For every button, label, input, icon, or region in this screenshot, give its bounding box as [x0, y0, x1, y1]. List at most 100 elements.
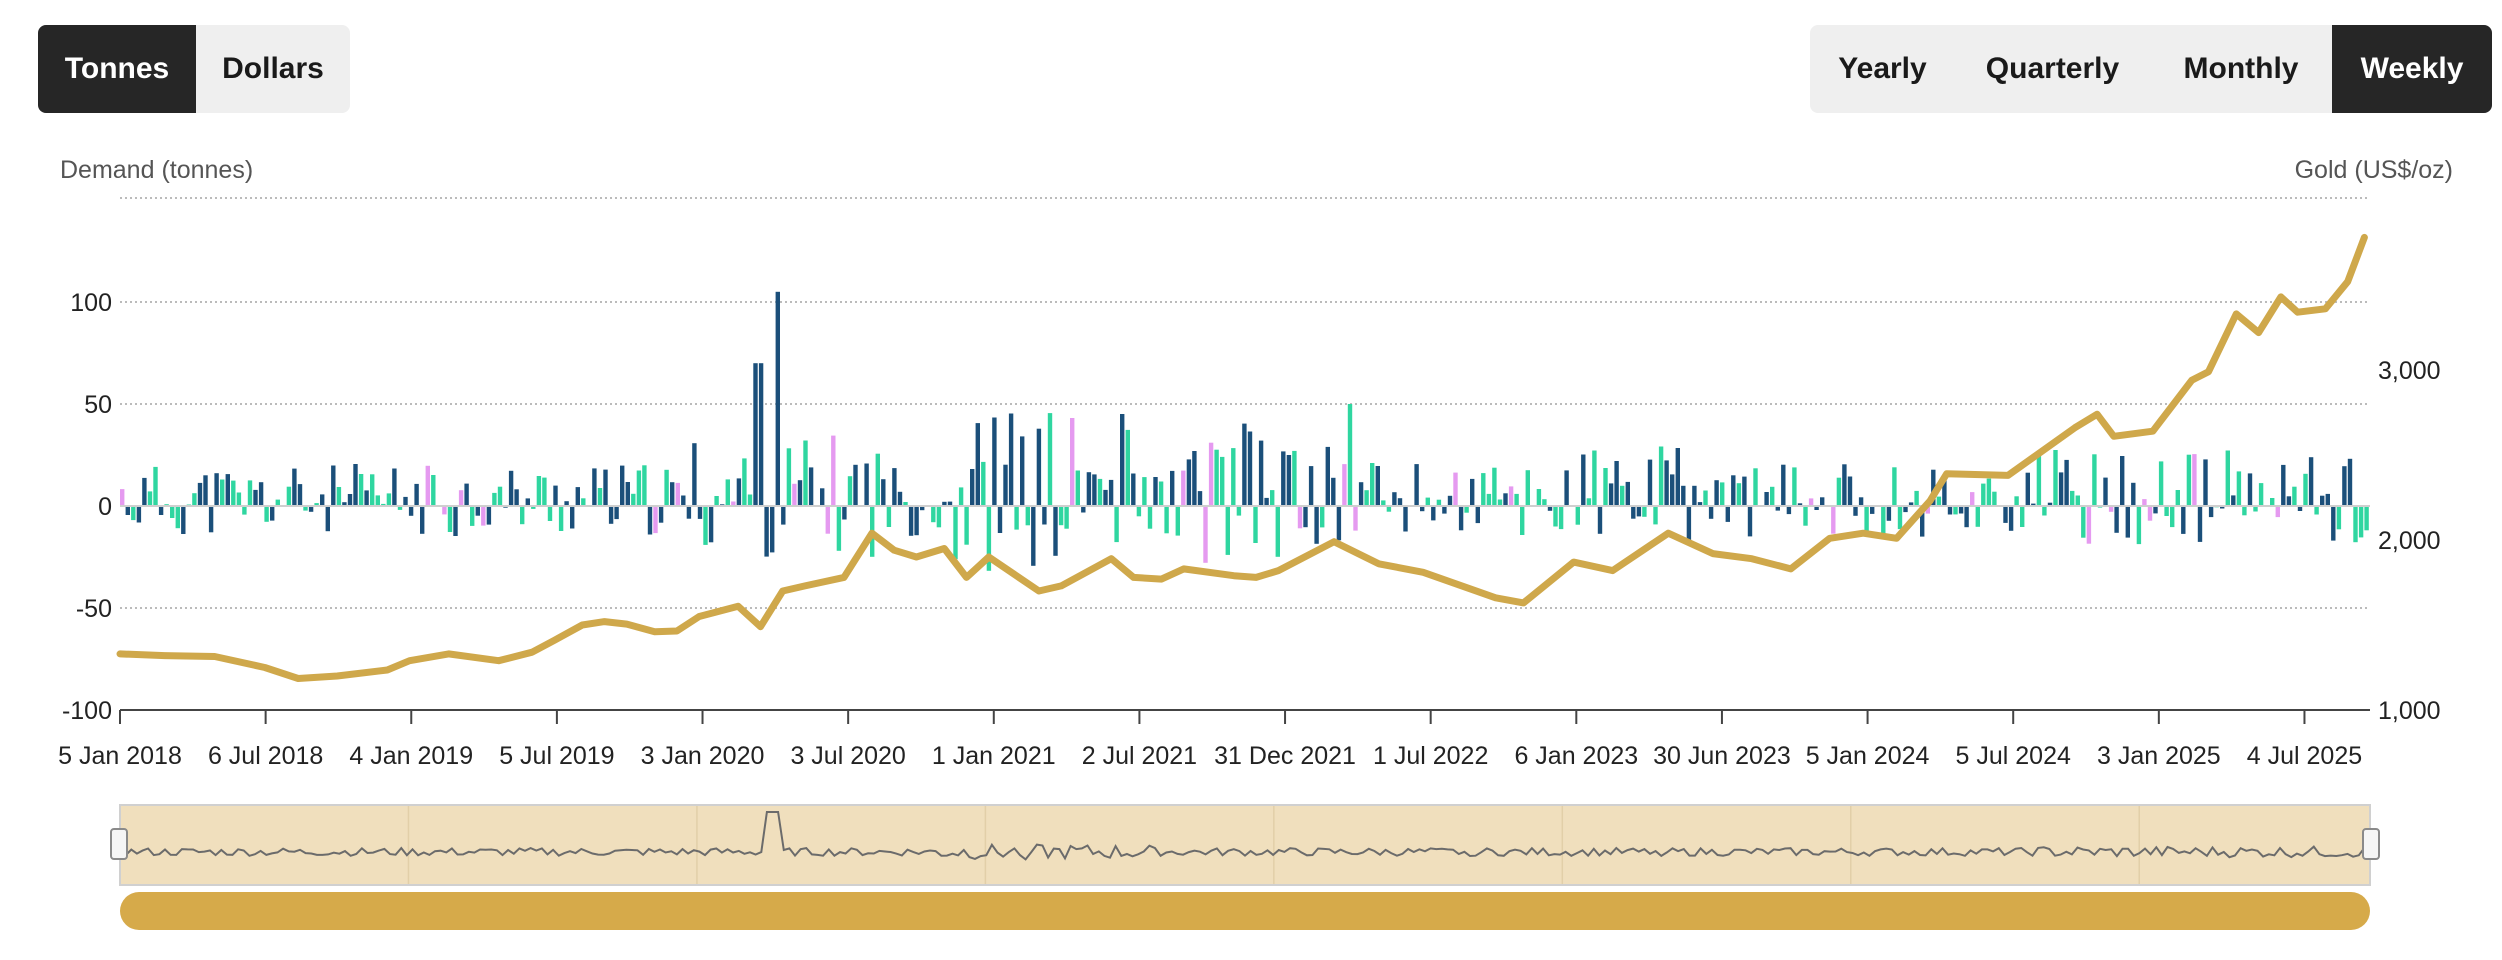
- dollars-button[interactable]: Dollars: [222, 52, 324, 85]
- demand-bar: [936, 506, 942, 528]
- demand-bar: [792, 483, 797, 506]
- demand-bar: [2047, 502, 2053, 506]
- demand-bar: [775, 291, 780, 506]
- demand-bar: [1342, 464, 1347, 506]
- demand-bar: [2014, 496, 2019, 506]
- demand-bar: [1836, 477, 1842, 506]
- demand-bar: [2286, 496, 2292, 506]
- demand-bar: [658, 506, 664, 523]
- demand-bar: [1386, 506, 1392, 512]
- demand-bar: [992, 417, 997, 506]
- navigator-scrollbar[interactable]: [120, 892, 2370, 930]
- demand-bar: [970, 469, 975, 506]
- demand-bar: [614, 506, 619, 520]
- period-toggle: Yearly Quarterly Monthly Weekly: [1810, 25, 2492, 113]
- demand-bar: [386, 493, 392, 506]
- demand-bar: [1686, 506, 1692, 544]
- weekly-button[interactable]: Weekly: [2332, 25, 2492, 113]
- demand-bar: [536, 476, 542, 506]
- demand-bar: [486, 506, 492, 525]
- demand-bar: [2292, 486, 2297, 506]
- demand-bar: [758, 363, 764, 506]
- demand-bar: [1081, 506, 1086, 513]
- demand-bar: [703, 506, 708, 545]
- navigator-right-handle[interactable]: [2362, 828, 2380, 860]
- demand-bar: [620, 465, 625, 506]
- demand-bar: [1497, 499, 1503, 506]
- demand-bar: [1058, 506, 1064, 526]
- demand-bar: [1325, 446, 1330, 506]
- right-tick-label: 1,000: [2378, 697, 2441, 725]
- demand-bar: [1003, 464, 1008, 506]
- demand-bar: [1703, 490, 1708, 506]
- demand-bar: [1147, 506, 1153, 529]
- demand-bar: [2120, 456, 2125, 506]
- demand-bar: [1270, 490, 1275, 506]
- demand-bar: [1536, 489, 1542, 506]
- demand-bar: [1336, 506, 1342, 541]
- demand-bar: [1925, 506, 1930, 514]
- demand-bar: [2058, 472, 2064, 506]
- demand-bar: [1464, 506, 1469, 513]
- demand-bar: [1786, 506, 1792, 515]
- monthly-button[interactable]: Monthly: [2183, 52, 2299, 85]
- demand-bar: [303, 506, 308, 511]
- demand-bar: [1581, 454, 1586, 506]
- demand-bar: [1514, 493, 1519, 506]
- demand-bar: [214, 473, 219, 506]
- demand-bar: [2153, 506, 2158, 514]
- demand-bar: [1592, 450, 1597, 506]
- demand-bar: [1970, 492, 1975, 506]
- navigator-left-handle[interactable]: [110, 828, 128, 860]
- demand-bar: [681, 495, 686, 506]
- demand-bar: [1286, 455, 1292, 506]
- demand-bar: [342, 502, 347, 506]
- demand-bar: [2164, 506, 2169, 516]
- demand-bar: [831, 435, 836, 506]
- demand-bar: [1158, 481, 1164, 506]
- demand-bar: [442, 506, 447, 515]
- demand-bar: [2142, 499, 2147, 506]
- demand-bar: [1620, 485, 1625, 506]
- demand-bar: [192, 493, 197, 506]
- demand-bar: [397, 506, 403, 510]
- navigator-window[interactable]: [119, 804, 2371, 886]
- demand-bar: [770, 506, 775, 553]
- demand-bar: [170, 506, 175, 518]
- demand-bar: [1314, 506, 1319, 544]
- demand-bar: [2225, 450, 2230, 506]
- demand-bar: [597, 488, 603, 506]
- gold-price-line: [116, 233, 2368, 682]
- demand-bar: [1442, 506, 1447, 514]
- demand-bar: [1558, 506, 1564, 530]
- demand-bar: [1953, 506, 1958, 515]
- quarterly-button[interactable]: Quarterly: [1985, 52, 2120, 85]
- demand-bar: [1747, 506, 1753, 537]
- demand-bar: [231, 480, 236, 506]
- demand-bar: [2114, 506, 2119, 533]
- demand-bar: [292, 468, 297, 506]
- demand-bar: [1231, 448, 1236, 506]
- demand-bar: [2136, 506, 2142, 545]
- x-tick-label: 30 Jun 2023: [1653, 742, 1791, 770]
- x-tick-label: 3 Jan 2020: [641, 742, 765, 770]
- demand-bar: [1436, 499, 1442, 506]
- demand-bar: [297, 484, 303, 506]
- right-axis-title: Gold (US$/oz): [2294, 156, 2453, 184]
- demand-bar: [1447, 495, 1453, 506]
- demand-bar: [1486, 493, 1492, 506]
- demand-bar: [2092, 454, 2097, 506]
- demand-bar: [708, 506, 714, 543]
- demand-bar: [1553, 506, 1558, 527]
- demand-bar: [692, 443, 697, 506]
- demand-bar: [1458, 506, 1464, 531]
- demand-bar: [781, 506, 786, 525]
- demand-bar: [2342, 466, 2347, 506]
- demand-bar: [1820, 497, 1825, 506]
- tonnes-button[interactable]: Tonnes: [38, 25, 196, 113]
- x-tick-label: 3 Jan 2025: [2097, 742, 2221, 770]
- demand-bar: [764, 506, 769, 557]
- demand-bar: [1242, 423, 1247, 506]
- yearly-button[interactable]: Yearly: [1838, 52, 1927, 85]
